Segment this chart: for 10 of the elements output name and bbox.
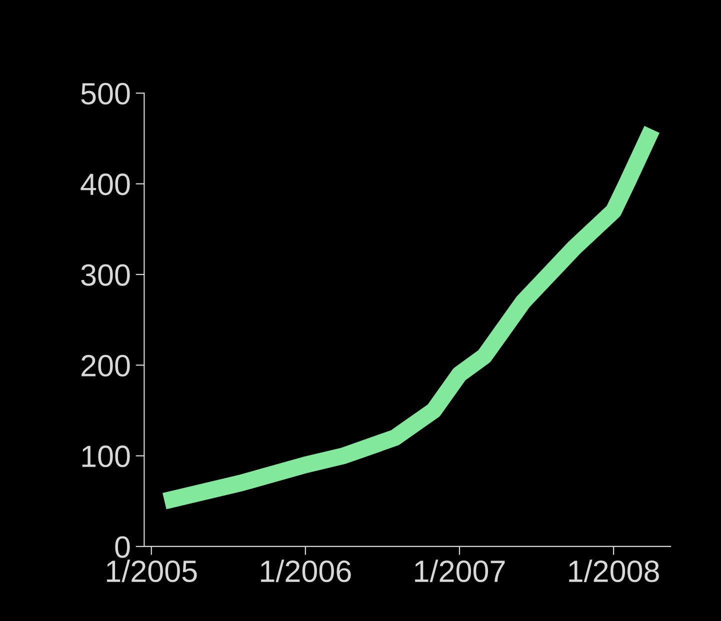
x-tick-label: 1/2005: [106, 560, 197, 582]
x-tick-label: 1/2007: [415, 560, 505, 582]
y-tick-label: 100: [82, 446, 130, 468]
y-tick-label: 400: [80, 174, 130, 196]
y-tick-label: 0: [115, 536, 130, 558]
x-tick-label: 1/2006: [261, 560, 351, 582]
y-tick-label: 300: [81, 264, 130, 286]
y-tick-label: 500: [81, 82, 130, 105]
y-tick-label: 200: [82, 354, 130, 377]
x-tick-label: 1/2008: [569, 560, 659, 582]
